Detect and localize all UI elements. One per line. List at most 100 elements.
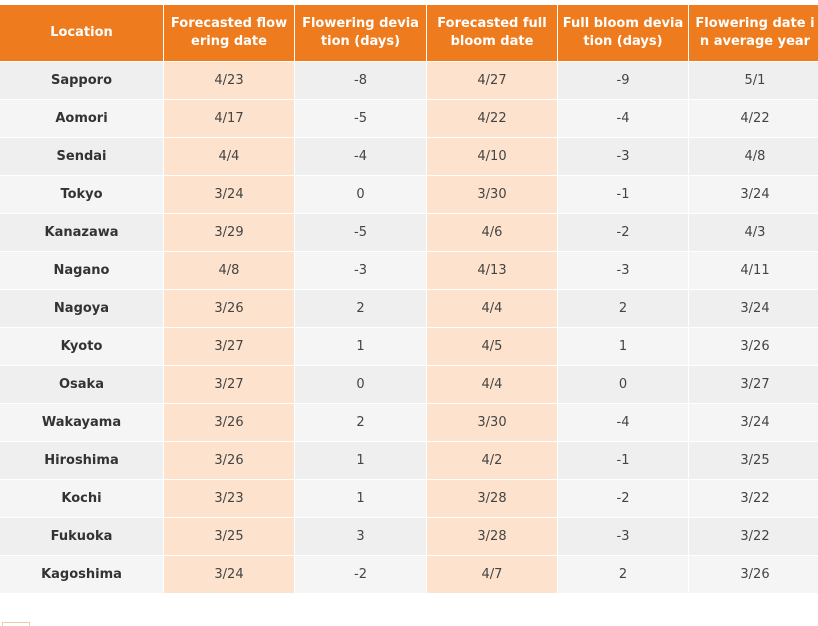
table-cell: -3: [558, 252, 688, 289]
table-cell: 4/4: [164, 138, 294, 175]
table-cell: 2: [295, 404, 426, 441]
table-cell: -5: [295, 214, 426, 251]
table-row: Hiroshima 3/26 1 4/2 -1 3/25: [0, 442, 818, 479]
header-row: Location Forecasted flowering date Floweri…: [0, 5, 818, 61]
table-cell: 3/22: [689, 480, 818, 517]
table-cell: -1: [558, 176, 688, 213]
table-row: Fukuoka 3/25 3 3/28 -3 3/22: [0, 518, 818, 555]
header-cell: Flowering deviation (days): [295, 5, 426, 61]
table-cell: 3/27: [164, 328, 294, 365]
table-cell: 3/28: [427, 480, 557, 517]
table-cell: Kyoto: [0, 328, 163, 365]
table-cell: 4/17: [164, 100, 294, 137]
table-cell: 3/26: [689, 328, 818, 365]
table-row: Kanazawa 3/29 -5 4/6 -2 4/3: [0, 214, 818, 251]
table-cell: Sapporo: [0, 62, 163, 99]
table-row: Sapporo 4/23 -8 4/27 -9 5/1: [0, 62, 818, 99]
table-cell: 1: [558, 328, 688, 365]
table-cell: 3/27: [164, 366, 294, 403]
table-cell: 3/24: [689, 176, 818, 213]
table-cell: -3: [558, 518, 688, 555]
table-cell: 3/30: [427, 176, 557, 213]
table-cell: -1: [558, 442, 688, 479]
table-row: Nagoya 3/26 2 4/4 2 3/24: [0, 290, 818, 327]
table-cell: 4/27: [427, 62, 557, 99]
table-cell: 3/25: [689, 442, 818, 479]
header-cell: Flowering date in average year: [689, 5, 818, 61]
table-cell: -4: [558, 100, 688, 137]
table-cell: 4/8: [164, 252, 294, 289]
table-cell: 4/22: [689, 100, 818, 137]
table-cell: 3/26: [164, 404, 294, 441]
table-cell: 1: [295, 480, 426, 517]
table-row: Kyoto 3/27 1 4/5 1 3/26: [0, 328, 818, 365]
header-cell: Location: [0, 5, 163, 61]
table-cell: Nagoya: [0, 290, 163, 327]
table-cell: 1: [295, 328, 426, 365]
table-row: Wakayama 3/26 2 3/30 -4 3/24: [0, 404, 818, 441]
table-cell: -3: [558, 138, 688, 175]
table-cell: 3/26: [689, 556, 818, 593]
table-cell: 3/24: [164, 556, 294, 593]
table-cell: 3/22: [689, 518, 818, 555]
bloom-table: Location Forecasted flowering date Floweri…: [0, 4, 818, 594]
header-cell: Forecasted flowering date: [164, 5, 294, 61]
footer-box: [2, 622, 30, 626]
table-cell: Tokyo: [0, 176, 163, 213]
table-cell: -8: [295, 62, 426, 99]
table-cell: 3: [295, 518, 426, 555]
table-cell: -4: [558, 404, 688, 441]
table-cell: -2: [295, 556, 426, 593]
table-cell: 3/28: [427, 518, 557, 555]
table-cell: 3/26: [164, 442, 294, 479]
table-cell: 3/25: [164, 518, 294, 555]
table-cell: Nagano: [0, 252, 163, 289]
table-row: Sendai 4/4 -4 4/10 -3 4/8: [0, 138, 818, 175]
table-cell: Fukuoka: [0, 518, 163, 555]
table-cell: 4/4: [427, 290, 557, 327]
table-cell: 5/1: [689, 62, 818, 99]
table-cell: -4: [295, 138, 426, 175]
table-cell: 3/30: [427, 404, 557, 441]
header-cell: Forecasted full bloom date: [427, 5, 557, 61]
table-cell: 4/13: [427, 252, 557, 289]
table-cell: 3/24: [689, 404, 818, 441]
table-cell: Hiroshima: [0, 442, 163, 479]
table-cell: 4/22: [427, 100, 557, 137]
table-cell: 3/27: [689, 366, 818, 403]
table-cell: 4/3: [689, 214, 818, 251]
table-cell: 0: [558, 366, 688, 403]
table-cell: -9: [558, 62, 688, 99]
table-cell: 4/8: [689, 138, 818, 175]
table-cell: Wakayama: [0, 404, 163, 441]
table-cell: 4/23: [164, 62, 294, 99]
table-cell: 4/5: [427, 328, 557, 365]
table-cell: Sendai: [0, 138, 163, 175]
table-row: Osaka 3/27 0 4/4 0 3/27: [0, 366, 818, 403]
table-cell: 3/29: [164, 214, 294, 251]
table-cell: 4/10: [427, 138, 557, 175]
table-cell: 4/2: [427, 442, 557, 479]
table-body: Sapporo 4/23 -8 4/27 -9 5/1 Aomori 4/17 -5 4/22 -4…: [0, 62, 818, 593]
table-cell: 2: [558, 290, 688, 327]
table-row: Tokyo 3/24 0 3/30 -1 3/24: [0, 176, 818, 213]
table-cell: 2: [295, 290, 426, 327]
table-cell: Osaka: [0, 366, 163, 403]
table-cell: 0: [295, 176, 426, 213]
table-cell: Aomori: [0, 100, 163, 137]
table-cell: 1: [295, 442, 426, 479]
table-cell: 4/6: [427, 214, 557, 251]
header-cell: Full bloom deviation (days): [558, 5, 688, 61]
table-row: Kochi 3/23 1 3/28 -2 3/22: [0, 480, 818, 517]
table-cell: 4/11: [689, 252, 818, 289]
table-cell: 4/7: [427, 556, 557, 593]
table-cell: Kochi: [0, 480, 163, 517]
table-cell: Kanazawa: [0, 214, 163, 251]
table-row: Nagano 4/8 -3 4/13 -3 4/11: [0, 252, 818, 289]
table-row: Aomori 4/17 -5 4/22 -4 4/22: [0, 100, 818, 137]
table-cell: 3/23: [164, 480, 294, 517]
table-cell: 2: [558, 556, 688, 593]
table-cell: -5: [295, 100, 426, 137]
table-cell: -3: [295, 252, 426, 289]
